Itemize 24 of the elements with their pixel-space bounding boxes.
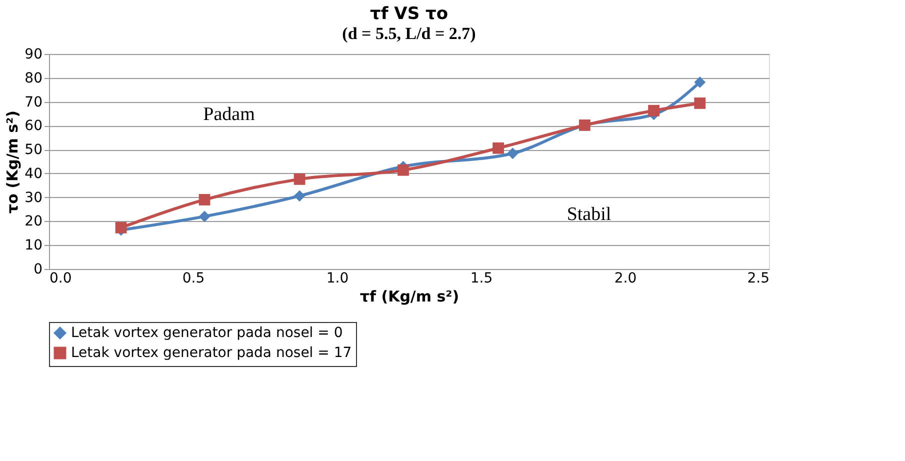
x-tick-label: 0.5 <box>182 270 205 286</box>
y-tick-label: 80 <box>24 70 42 86</box>
y-tick-label: 50 <box>24 142 42 158</box>
y-tick-label: 60 <box>24 118 42 134</box>
chart-title: τf VS τo <box>370 4 448 24</box>
y-tick-label: 70 <box>24 94 42 110</box>
y-tick-label: 0 <box>34 262 42 278</box>
legend-label: Letak vortex generator pada nosel = 17 <box>71 345 352 361</box>
x-tick-label: 1.5 <box>470 270 493 286</box>
y-tick-label: 20 <box>24 214 42 230</box>
x-tick-label: 2.0 <box>614 270 637 286</box>
y-tick-label: 10 <box>24 238 42 254</box>
y-tick-label: 40 <box>24 166 42 182</box>
y-tick-label: 90 <box>24 46 42 62</box>
x-tick-label: 2.5 <box>747 270 770 286</box>
x-tick-label: 1.0 <box>326 270 349 286</box>
y-tick-label: 30 <box>24 190 42 206</box>
legend-label: Letak vortex generator pada nosel = 0 <box>71 325 343 341</box>
x-axis-title: τf (Kg/m s²) <box>360 288 460 306</box>
x-tick-label: 0.0 <box>50 270 72 286</box>
chart-subtitle: (d = 5.5, L/d = 2.7) <box>342 24 476 43</box>
y-axis-title: τo (Kg/m s²) <box>4 110 22 214</box>
annotation: Padam <box>203 104 256 125</box>
annotation: Stabil <box>566 204 612 225</box>
